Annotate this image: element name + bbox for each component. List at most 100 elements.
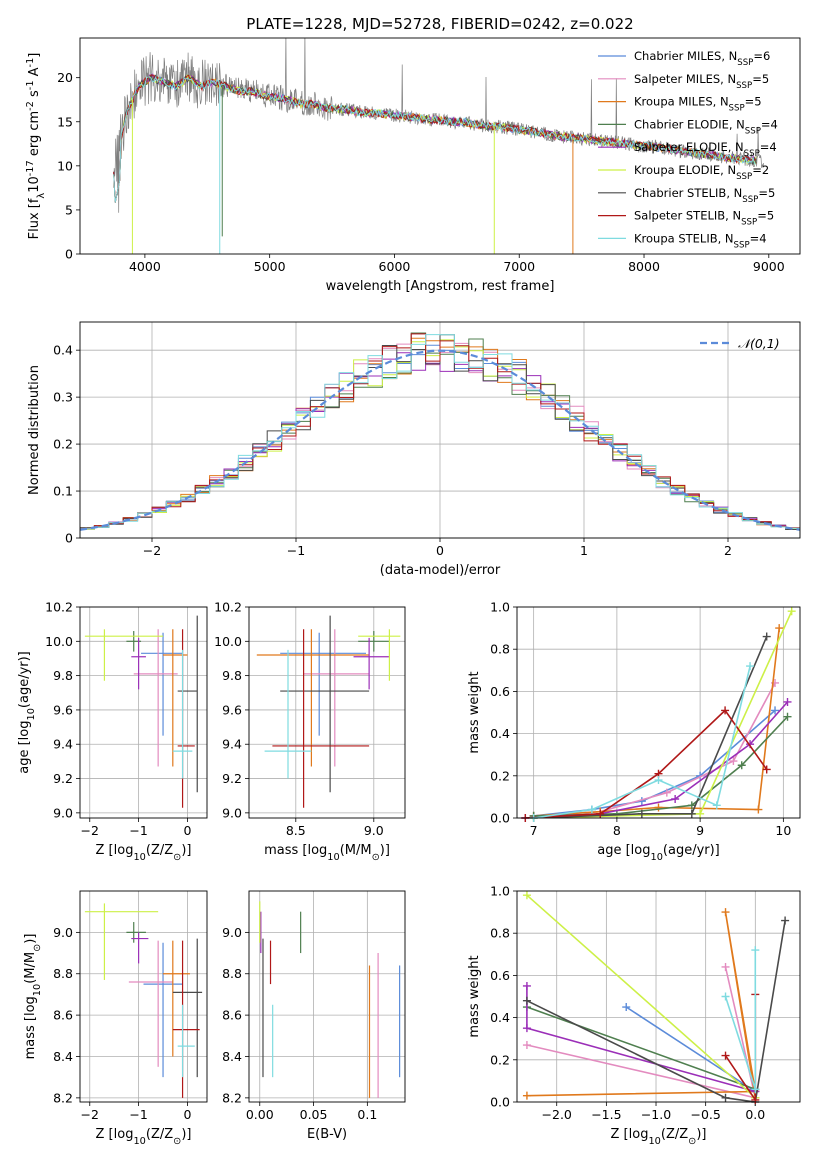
weight-marker: [522, 1091, 531, 1100]
y-tick-label: 9.4: [53, 737, 73, 752]
weight-marker: [662, 788, 671, 797]
x-tick-label: −1.0: [641, 1107, 671, 1122]
x-tick-label: 9000: [753, 259, 785, 274]
y-tick-label: 8.2: [53, 1090, 73, 1105]
y-tick-label: 8.8: [53, 966, 73, 981]
x-tick-label: 1: [580, 543, 588, 558]
y-tick-label: 5: [65, 202, 73, 217]
y-tick-label: 8.6: [53, 1008, 73, 1023]
panel-mass_vs_Z: −2 −1 0 8.2 8.4 8.6 8.8 9.0 Z [log10(Z/Z⊙)] mass …: [23, 890, 208, 1147]
weight-marker: [787, 607, 796, 616]
weight-marker: [622, 1003, 631, 1012]
x-tick-label: −1: [129, 1107, 147, 1122]
y-tick-label: 0.2: [490, 1052, 510, 1067]
y-tick-label: 9.0: [53, 925, 73, 940]
weight-line-8: [533, 665, 751, 818]
y-tick-label: 0.4: [53, 343, 73, 358]
weight-marker: [721, 706, 730, 715]
axes-frame: [79, 606, 208, 819]
y-tick-label: 10.2: [45, 600, 73, 615]
y-tick-label: 9.0: [222, 805, 242, 820]
weight-marker: [721, 1051, 730, 1060]
y-tick-label: 9.0: [53, 805, 73, 820]
y-axis-label: Flux [fλ10-17 erg cm-2 s-1 A-1]: [25, 53, 47, 240]
normal-curve: [79, 349, 801, 531]
y-tick-label: 0: [65, 531, 73, 546]
x-tick-label: −1: [287, 543, 305, 558]
weight-line-2: [526, 911, 757, 1098]
plot-area: [522, 891, 790, 1106]
y-tick-label: 1.0: [490, 600, 510, 615]
weight-line-7: [525, 709, 768, 818]
legend-label: Salpeter STELIB, NSSP=5: [634, 209, 774, 228]
plot-area: [521, 607, 796, 822]
legend-label: Salpeter MILES, NSSP=5: [634, 72, 769, 91]
x-tick-label: −0.5: [690, 1107, 720, 1122]
axes-frame: [79, 890, 208, 1103]
x-tick-label: 8.5: [286, 823, 306, 838]
weight-marker: [781, 916, 790, 925]
weight-line-6: [533, 636, 768, 818]
weight-marker: [729, 757, 738, 766]
weight-marker: [762, 765, 771, 774]
weight-marker: [712, 801, 721, 810]
y-tick-label: 8.2: [222, 1090, 242, 1105]
weight-marker: [721, 908, 730, 917]
panel-mass_vs_ebv: 0.00 0.05 0.1 8.2 8.4 8.6 8.8 9.0 E(B-V): [222, 890, 406, 1142]
x-axis-label: Z [log10(Z/Z⊙)]: [611, 1127, 707, 1147]
y-tick-label: 0.8: [490, 642, 510, 657]
y-axis-label: Normed distribution: [27, 365, 42, 495]
y-tick-label: 0.0: [490, 811, 510, 826]
data-spectrum-line: [113, 38, 764, 213]
weight-marker: [721, 992, 730, 1001]
panel-spectrum: 4000 5000 6000 7000 8000 9000 0 5 10 15 20 waveleng…: [25, 37, 801, 294]
panel-weight_vs_age: 7 8 9 10 0.0 0.2 0.4 0.6 0.8 1.0 age [log10(age/yr…: [467, 600, 801, 863]
weight-marker: [522, 1024, 531, 1033]
x-axis-label: E(B-V): [307, 1127, 347, 1142]
y-tick-label: 0.1: [53, 484, 73, 499]
panel-weight_vs_Z: −2.0 −1.5 −1.0 −0.5 0.0 0.0 0.2 0.4 0.6 0.8 1.0 Z […: [467, 884, 801, 1147]
weight-marker: [783, 712, 792, 721]
y-tick-label: 8.4: [222, 1049, 242, 1064]
y-tick-label: 9.2: [53, 771, 73, 786]
y-tick-label: 0: [65, 247, 73, 262]
y-axis-label: mass [log10(M/M⊙)]: [23, 934, 43, 1060]
y-tick-label: 15: [57, 114, 73, 129]
y-tick-label: 0.6: [490, 684, 510, 699]
x-axis-label: wavelength [Angstrom, rest frame]: [326, 279, 555, 294]
weight-line-0: [533, 709, 776, 817]
weight-line-5: [526, 894, 756, 1099]
x-tick-label: 0.0: [745, 1107, 765, 1122]
weight-marker: [522, 1041, 531, 1050]
axes-frame: [79, 37, 801, 255]
weight-marker: [775, 624, 784, 633]
weight-marker: [671, 795, 680, 804]
x-tick-label: 9: [696, 823, 704, 838]
legend-label: Salpeter ELODIE, NSSP=4: [634, 140, 777, 159]
panel-residuals: −2 −1 0 1 2 0 0.1 0.2 0.3 0.4 (data-model)/error No…: [27, 321, 801, 578]
weight-marker: [522, 891, 531, 900]
legend-label: Kroupa STELIB, NSSP=4: [634, 231, 767, 250]
weight-line-0: [625, 1006, 756, 1093]
y-tick-label: 9.2: [222, 771, 242, 786]
x-axis-label: Z [log10(Z/Z⊙)]: [96, 843, 192, 863]
weight-marker: [522, 996, 531, 1005]
y-tick-label: 10.0: [214, 634, 242, 649]
legend-label: Kroupa MILES, NSSP=5: [634, 95, 762, 114]
weight-marker: [687, 809, 696, 818]
x-tick-label: 10: [775, 823, 791, 838]
x-tick-label: 5000: [254, 259, 286, 274]
axes-frame: [516, 606, 801, 819]
x-tick-label: −2: [81, 1107, 99, 1122]
plot-area: [259, 901, 401, 1098]
panels: 4000 5000 6000 7000 8000 900005101520waveleng…: [17, 37, 801, 1147]
y-tick-label: 10: [57, 158, 73, 173]
y-tick-label: 20: [57, 70, 73, 85]
weight-marker: [746, 662, 755, 671]
weight-marker: [751, 946, 760, 955]
x-tick-label: −1.5: [591, 1107, 621, 1122]
model-line-7: [113, 74, 757, 203]
weight-marker: [737, 761, 746, 770]
weight-marker: [751, 1085, 760, 1094]
